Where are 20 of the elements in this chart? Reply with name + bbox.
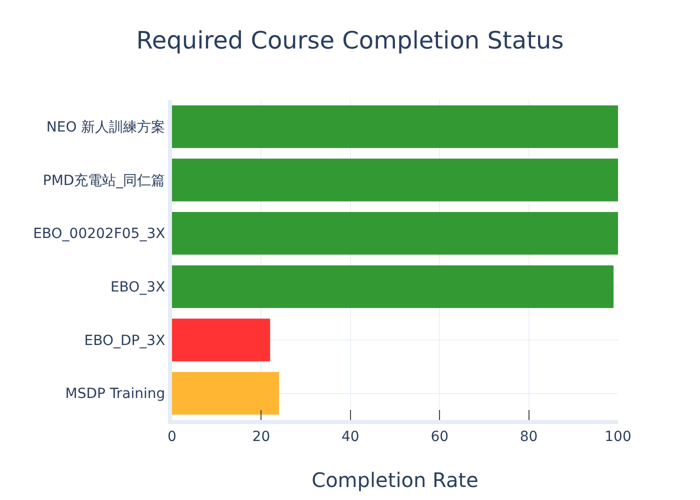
chart-title: Required Course Completion Status (136, 26, 564, 54)
x-tick-label: 80 (520, 428, 538, 445)
x-tick-label: 0 (168, 428, 176, 445)
bar (172, 265, 614, 308)
x-tick-label: 20 (252, 428, 270, 445)
y-tick-label: EBO_3X (110, 280, 166, 296)
y-tick-label: EBO_DP_3X (84, 332, 166, 349)
y-tick-label: PMD充電站_同仁篇 (42, 172, 166, 189)
x-tick-label: 40 (341, 428, 360, 445)
bar (172, 318, 270, 362)
x-tick-label: 100 (604, 428, 632, 445)
y-tick-label: NEO 新人訓練方案 (46, 118, 166, 136)
bar (172, 212, 618, 255)
x-tick-label: 60 (430, 428, 449, 445)
x-axis-title: Completion Rate (312, 468, 478, 492)
bar (172, 158, 618, 202)
y-tick-label: EBO_00202F05_3X (33, 226, 166, 242)
bar (172, 105, 618, 148)
bar (172, 372, 280, 415)
y-tick-label: MSDP Training (65, 386, 166, 402)
